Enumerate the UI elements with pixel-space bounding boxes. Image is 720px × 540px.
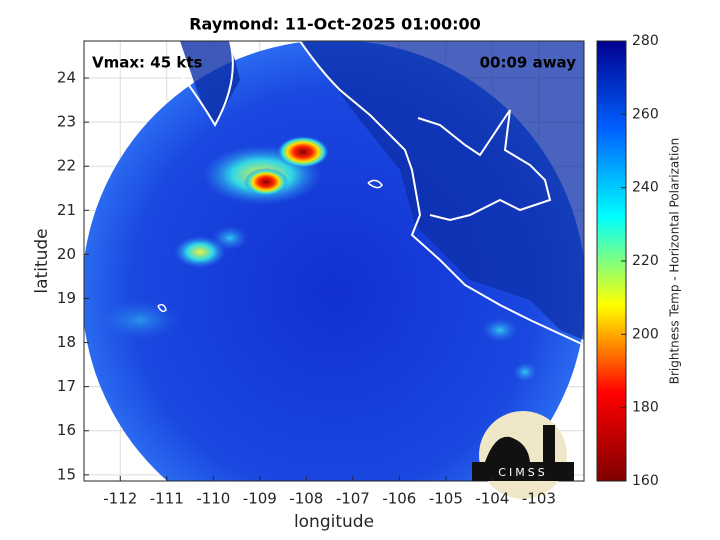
y-tick-label: 24 <box>57 69 76 87</box>
x-tick-label: -108 <box>289 490 323 508</box>
plot-frame <box>83 40 585 482</box>
logo-band <box>472 462 574 481</box>
y-tick-label: 19 <box>57 289 76 307</box>
title: Raymond: 11-Oct-2025 01:00:00 <box>189 15 481 34</box>
colorbar-label: Brightness Temp - Horizontal Polarizatio… <box>668 138 682 385</box>
swath <box>84 41 584 481</box>
y-tick-label: 21 <box>57 201 76 219</box>
y-tick-label: 20 <box>57 245 76 263</box>
logo-dish <box>485 436 530 462</box>
x-tick-label: -111 <box>150 490 184 508</box>
x-tick-label: -107 <box>336 490 370 508</box>
x-tick-label: -103 <box>522 490 556 508</box>
colorbar-tick-label: 260 <box>632 106 659 122</box>
convection <box>482 318 518 342</box>
y-tick-label: 18 <box>57 333 76 351</box>
x-tick-label: -106 <box>382 490 416 508</box>
vmax-label: Vmax: 45 kts <box>92 54 202 72</box>
convection <box>100 300 180 340</box>
island <box>367 179 383 189</box>
y-tick-label: 17 <box>57 377 76 395</box>
y-tick-label: 23 <box>57 113 76 131</box>
colorbar-tick-label: 160 <box>632 473 659 489</box>
y-tick-label: 15 <box>57 465 76 483</box>
y-tick-label: 16 <box>57 421 76 439</box>
colorbar-tick-label: 280 <box>632 33 659 49</box>
coastline <box>169 41 584 346</box>
time-label: 00:09 away <box>480 54 577 72</box>
colorbar-tick-label: 180 <box>632 400 659 416</box>
convection <box>513 362 537 382</box>
convection <box>277 136 329 168</box>
logo-tower <box>543 425 555 462</box>
x-tick-label: -112 <box>103 490 137 508</box>
logo: CIMSS <box>472 411 574 499</box>
convection <box>212 226 248 250</box>
x-tick-label: -104 <box>475 490 509 508</box>
convection <box>174 236 226 268</box>
x-tick-label: -110 <box>196 490 230 508</box>
colorbar-tick-label: 220 <box>632 253 659 269</box>
x-tick-label: -109 <box>243 490 277 508</box>
x-tick-label: -105 <box>429 490 463 508</box>
colorbar-tick-label: 200 <box>632 326 659 342</box>
island <box>157 303 167 313</box>
colorbar-tick-label: 240 <box>632 180 659 196</box>
convection <box>244 168 288 196</box>
y-tick-label: 22 <box>57 157 76 175</box>
y-axis-label: latitude <box>32 228 52 293</box>
logo-text: CIMSS <box>498 466 547 479</box>
x-axis-label: longitude <box>294 512 374 532</box>
